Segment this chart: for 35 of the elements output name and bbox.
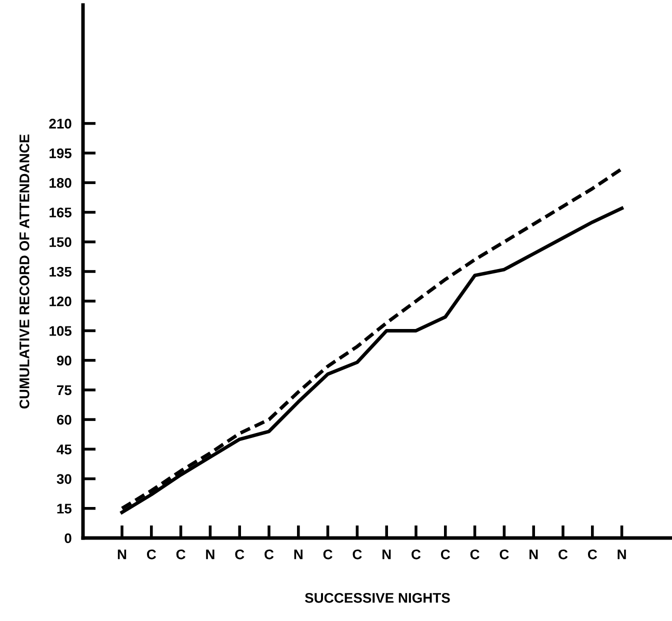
y-tick-label: 15 [57,504,72,514]
x-axis-title: SUCCESSIVE NIGHTS [304,592,450,603]
y-tick-label: 105 [50,326,72,336]
x-tick-label: C [412,549,421,560]
x-tick-label: C [235,549,244,560]
x-tick-label: C [146,549,156,560]
x-tick-label: C [264,549,274,560]
y-tick-label: 120 [50,296,72,306]
y-tick-label: 135 [50,266,72,277]
x-tick-label: C [558,549,568,560]
x-tick-label: N [382,550,391,560]
y-tick-label: 165 [50,208,72,218]
x-tick-label: C [352,549,362,560]
x-tick-label: N [618,550,626,560]
x-tick-label: N [294,550,302,560]
x-tick-label: C [588,549,598,560]
x-tick-label: N [206,550,214,560]
x-tick-label: C [176,549,186,560]
y-tick-label: 60 [56,414,72,425]
y-tick-label: 210 [49,118,72,129]
y-axis-title: CUMULATIVE RECORD OF ATTENDANCE [19,134,30,409]
x-tick-label: N [530,550,538,560]
x-tick-label: C [470,549,480,560]
x-tick-label: C [440,549,450,560]
y-tick-label: 150 [50,237,72,248]
y-tick-label: 0 [64,533,72,544]
y-tick-label: 195 [50,148,72,158]
y-tick-label: 30 [56,474,72,484]
y-tick-label: 180 [50,178,72,188]
x-tick-label: C [323,549,332,560]
y-tick-label: 90 [56,356,72,366]
x-tick-label: N [118,550,126,560]
y-tick-label: 45 [56,444,72,454]
y-tick-label: 75 [57,385,72,396]
x-tick-label: C [500,549,509,560]
